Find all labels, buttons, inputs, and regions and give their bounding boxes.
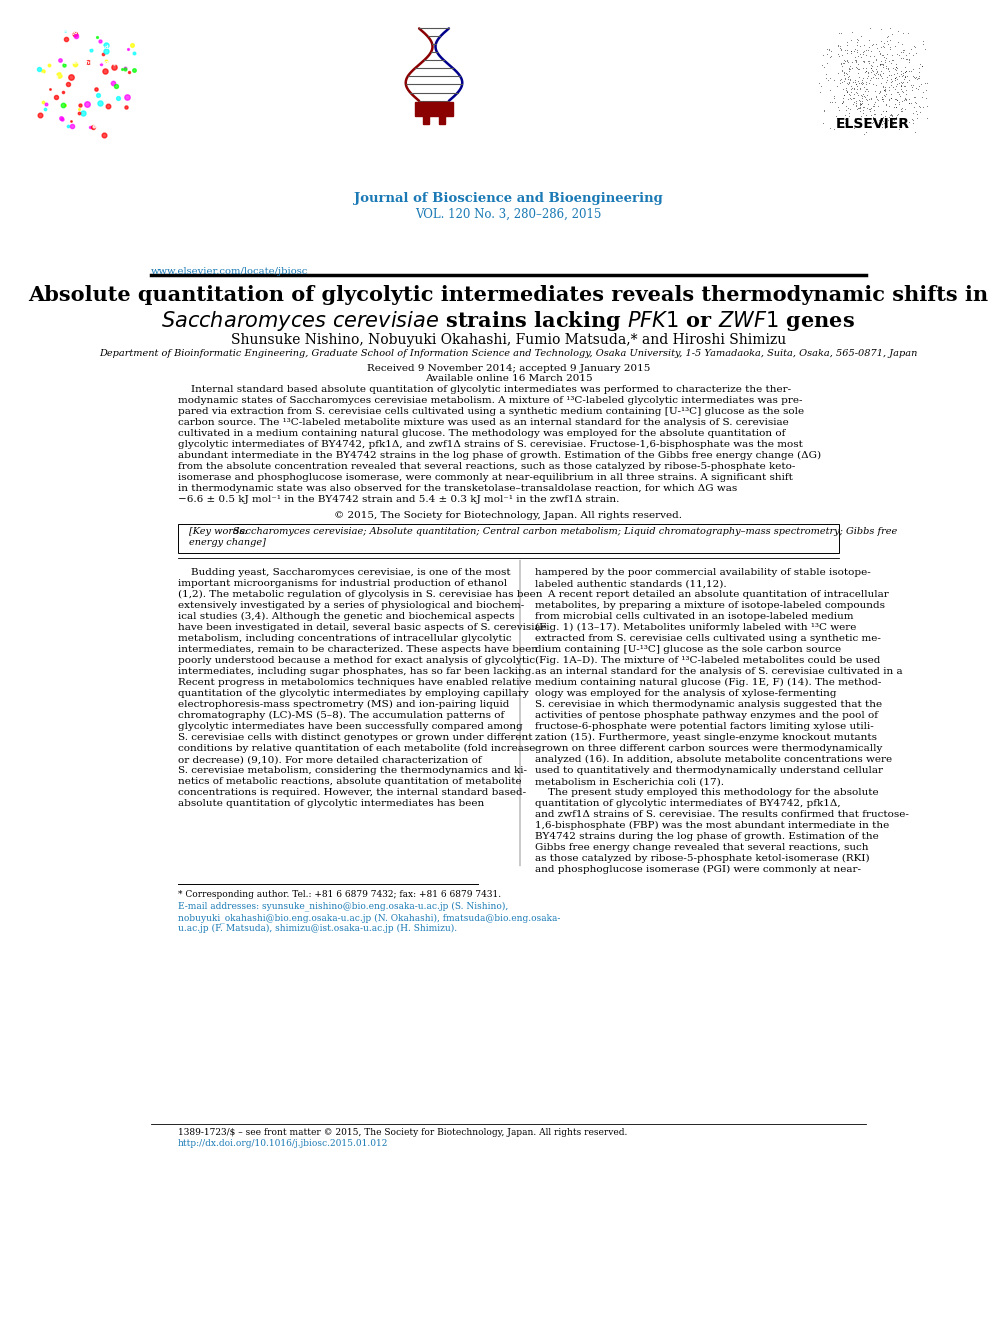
Text: dium containing [U-¹³C] glucose as the sole carbon source: dium containing [U-¹³C] glucose as the s… <box>536 646 841 654</box>
Text: The present study employed this methodology for the absolute: The present study employed this methodol… <box>536 789 879 798</box>
Text: poorly understood because a method for exact analysis of glycolytic: poorly understood because a method for e… <box>178 656 535 665</box>
Text: metabolism in Escherichia coli (17).: metabolism in Escherichia coli (17). <box>536 777 724 786</box>
Text: E-mail addresses: syunsuke_nishino@bio.eng.osaka-u.ac.jp (S. Nishino),: E-mail addresses: syunsuke_nishino@bio.e… <box>178 901 508 912</box>
Text: [Key words:: [Key words: <box>189 528 251 536</box>
Text: Journal of: Journal of <box>72 29 101 34</box>
Text: Available online 16 March 2015: Available online 16 March 2015 <box>425 373 592 382</box>
Text: (Fig. 1A–D). The mixture of ¹³C-labeled metabolites could be used: (Fig. 1A–D). The mixture of ¹³C-labeled … <box>536 656 881 665</box>
Text: extensively investigated by a series of physiological and biochem-: extensively investigated by a series of … <box>178 601 524 610</box>
Text: ology was employed for the analysis of xylose-fermenting: ology was employed for the analysis of x… <box>536 689 837 699</box>
Text: and zwf1Δ strains of S. cerevisiae. The results confirmed that fructose-: and zwf1Δ strains of S. cerevisiae. The … <box>536 810 910 819</box>
Text: intermediates, remain to be characterized. These aspects have been: intermediates, remain to be characterize… <box>178 646 538 654</box>
Text: abundant intermediate in the BY4742 strains in the log phase of growth. Estimati: abundant intermediate in the BY4742 stra… <box>178 451 821 460</box>
Text: quantitation of the glycolytic intermediates by employing capillary: quantitation of the glycolytic intermedi… <box>178 689 529 699</box>
Text: ELSEVIER: ELSEVIER <box>836 116 910 131</box>
Text: energy change]: energy change] <box>189 538 266 548</box>
Text: medium containing natural glucose (Fig. 1E, F) (14). The method-: medium containing natural glucose (Fig. … <box>536 679 882 687</box>
Text: absolute quantitation of glycolytic intermediates has been: absolute quantitation of glycolytic inte… <box>178 799 484 808</box>
Text: have been investigated in detail, several basic aspects of S. cerevisiae: have been investigated in detail, severa… <box>178 623 547 632</box>
Text: fructose-6-phosphate were potential factors limiting xylose utili-: fructose-6-phosphate were potential fact… <box>536 722 874 732</box>
Text: extracted from S. cerevisiae cells cultivated using a synthetic me-: extracted from S. cerevisiae cells culti… <box>536 634 881 643</box>
Text: chromatography (LC)-MS (5–8). The accumulation patterns of: chromatography (LC)-MS (5–8). The accumu… <box>178 710 504 720</box>
Text: Recent progress in metabolomics techniques have enabled relative: Recent progress in metabolomics techniqu… <box>178 679 532 687</box>
Text: netics of metabolic reactions, absolute quantitation of metabolite: netics of metabolic reactions, absolute … <box>178 777 522 786</box>
Text: BY4742 strains during the log phase of growth. Estimation of the: BY4742 strains during the log phase of g… <box>536 832 879 841</box>
Text: and phosphoglucose isomerase (PGI) were commonly at near-: and phosphoglucose isomerase (PGI) were … <box>536 865 861 875</box>
Text: zation (15). Furthermore, yeast single-enzyme knockout mutants: zation (15). Furthermore, yeast single-e… <box>536 733 877 742</box>
Text: 1389-1723/$ – see front matter © 2015, The Society for Biotechnology, Japan. All: 1389-1723/$ – see front matter © 2015, T… <box>178 1127 627 1136</box>
Text: grown on three different carbon sources were thermodynamically: grown on three different carbon sources … <box>536 744 883 753</box>
Text: labeled authentic standards (11,12).: labeled authentic standards (11,12). <box>536 579 727 589</box>
Text: quantitation of glycolytic intermediates of BY4742, pfk1Δ,: quantitation of glycolytic intermediates… <box>536 799 841 808</box>
Text: concentrations is required. However, the internal standard based-: concentrations is required. However, the… <box>178 789 526 798</box>
Text: S. cerevisiae in which thermodynamic analysis suggested that the: S. cerevisiae in which thermodynamic ana… <box>536 700 883 709</box>
Text: activities of pentose phosphate pathway enzymes and the pool of: activities of pentose phosphate pathway … <box>536 710 878 720</box>
Text: analyzed (16). In addition, absolute metabolite concentrations were: analyzed (16). In addition, absolute met… <box>536 755 893 765</box>
Text: Saccharomyces cerevisiae; Absolute quantitation; Central carbon metabolism; Liqu: Saccharomyces cerevisiae; Absolute quant… <box>233 528 898 536</box>
Text: as an internal standard for the analysis of S. cerevisiae cultivated in a: as an internal standard for the analysis… <box>536 667 903 676</box>
Text: 1,6-bisphosphate (FBP) was the most abundant intermediate in the: 1,6-bisphosphate (FBP) was the most abun… <box>536 822 890 831</box>
Text: from microbial cells cultivated in an isotope-labeled medium: from microbial cells cultivated in an is… <box>536 613 854 620</box>
Text: Gibbs free energy change revealed that several reactions, such: Gibbs free energy change revealed that s… <box>536 843 869 852</box>
Text: * Corresponding author. Tel.: +81 6 6879 7432; fax: +81 6 6879 7431.: * Corresponding author. Tel.: +81 6 6879… <box>178 890 501 900</box>
Text: in thermodynamic state was also observed for the transketolase–transaldolase rea: in thermodynamic state was also observed… <box>178 484 737 493</box>
Text: Journal of Bioscience and Bioengineering: Journal of Bioscience and Bioengineering <box>354 192 663 205</box>
Text: modynamic states of Saccharomyces cerevisiae metabolism. A mixture of ¹³C-labele: modynamic states of Saccharomyces cerevi… <box>178 396 803 405</box>
Bar <box>439 114 445 123</box>
Bar <box>423 114 429 123</box>
Text: glycolytic intermediates have been successfully compared among: glycolytic intermediates have been succe… <box>178 722 523 732</box>
Text: S. cerevisiae cells with distinct genotypes or grown under different: S. cerevisiae cells with distinct genoty… <box>178 733 533 742</box>
Text: isomerase and phosphoglucose isomerase, were commonly at near-equilibrium in all: isomerase and phosphoglucose isomerase, … <box>178 472 793 482</box>
Text: (Fig. 1) (13–17). Metabolites uniformly labeled with ¹³C were: (Fig. 1) (13–17). Metabolites uniformly … <box>536 623 857 632</box>
Text: electrophoresis-mass spectrometry (MS) and ion-pairing liquid: electrophoresis-mass spectrometry (MS) a… <box>178 700 509 709</box>
Text: metabolites, by preparing a mixture of isotope-labeled compounds: metabolites, by preparing a mixture of i… <box>536 601 885 610</box>
Text: −6.6 ± 0.5 kJ mol⁻¹ in the BY4742 strain and 5.4 ± 0.3 kJ mol⁻¹ in the zwf1Δ str: −6.6 ± 0.5 kJ mol⁻¹ in the BY4742 strain… <box>178 495 619 504</box>
Text: VOL. 120 No. 3, 280–286, 2015: VOL. 120 No. 3, 280–286, 2015 <box>416 208 601 221</box>
Text: (1,2). The metabolic regulation of glycolysis in S. cerevisiae has been: (1,2). The metabolic regulation of glyco… <box>178 590 543 599</box>
Text: or decrease) (9,10). For more detailed characterization of: or decrease) (9,10). For more detailed c… <box>178 755 481 765</box>
Text: from the absolute concentration revealed that several reactions, such as those c: from the absolute concentration revealed… <box>178 462 796 471</box>
Text: hampered by the poor commercial availability of stable isotope-: hampered by the poor commercial availabi… <box>536 568 871 577</box>
Text: important microorganisms for industrial production of ethanol: important microorganisms for industrial … <box>178 579 507 589</box>
Text: Shunsuke Nishino, Nobuyuki Okahashi, Fumio Matsuda,* and Hiroshi Shimizu: Shunsuke Nishino, Nobuyuki Okahashi, Fum… <box>231 333 786 347</box>
Text: Absolute quantitation of glycolytic intermediates reveals thermodynamic shifts i: Absolute quantitation of glycolytic inte… <box>29 284 988 306</box>
Text: carbon source. The ¹³C-labeled metabolite mixture was used as an internal standa: carbon source. The ¹³C-labeled metabolit… <box>178 418 789 427</box>
Text: u.ac.jp (F. Matsuda), shimizu@ist.osaka-u.ac.jp (H. Shimizu).: u.ac.jp (F. Matsuda), shimizu@ist.osaka-… <box>178 923 457 933</box>
Text: ical studies (3,4). Although the genetic and biochemical aspects: ical studies (3,4). Although the genetic… <box>178 613 515 622</box>
Text: cultivated in a medium containing natural glucose. The methodology was employed : cultivated in a medium containing natura… <box>178 429 786 438</box>
Text: Received 9 November 2014; accepted 9 January 2015: Received 9 November 2014; accepted 9 Jan… <box>367 364 650 373</box>
Text: used to quantitatively and thermodynamically understand cellular: used to quantitatively and thermodynamic… <box>536 766 883 775</box>
Text: Department of Bioinformatic Engineering, Graduate School of Information Science : Department of Bioinformatic Engineering,… <box>99 349 918 359</box>
Text: glycolytic intermediates of BY4742, pfk1Δ, and zwf1Δ strains of S. cerevisiae. F: glycolytic intermediates of BY4742, pfk1… <box>178 441 803 448</box>
Text: http://dx.doi.org/10.1016/j.jbiosc.2015.01.012: http://dx.doi.org/10.1016/j.jbiosc.2015.… <box>178 1139 388 1148</box>
Text: pared via extraction from S. cerevisiae cells cultivated using a synthetic mediu: pared via extraction from S. cerevisiae … <box>178 407 804 415</box>
Text: Bioengineering: Bioengineering <box>64 60 109 65</box>
Text: Internal standard based absolute quantitation of glycolytic intermediates was pe: Internal standard based absolute quantit… <box>178 385 791 394</box>
Text: metabolism, including concentrations of intracellular glycolytic: metabolism, including concentrations of … <box>178 634 512 643</box>
Text: $\it{Saccharomyces\ cerevisiae}$ strains lacking $\it{PFK1}$ or $\it{ZWF1}$ gene: $\it{Saccharomyces\ cerevisiae}$ strains… <box>162 308 855 332</box>
Text: © 2015, The Society for Biotechnology, Japan. All rights reserved.: © 2015, The Society for Biotechnology, J… <box>334 511 682 520</box>
FancyBboxPatch shape <box>178 524 839 553</box>
Text: intermediates, including sugar phosphates, has so far been lacking.: intermediates, including sugar phosphate… <box>178 667 535 676</box>
Text: as those catalyzed by ribose-5-phosphate ketol-isomerase (RKI): as those catalyzed by ribose-5-phosphate… <box>536 855 870 863</box>
Text: S. cerevisiae metabolism, considering the thermodynamics and ki-: S. cerevisiae metabolism, considering th… <box>178 766 527 775</box>
Text: nobuyuki_okahashi@bio.eng.osaka-u.ac.jp (N. Okahashi), fmatsuda@bio.eng.osaka-: nobuyuki_okahashi@bio.eng.osaka-u.ac.jp … <box>178 913 560 922</box>
Text: www.elsevier.com/locate/jbiosc: www.elsevier.com/locate/jbiosc <box>151 267 309 275</box>
Text: conditions by relative quantitation of each metabolite (fold increase: conditions by relative quantitation of e… <box>178 744 536 753</box>
Bar <box>416 102 452 116</box>
Text: Bioscience and: Bioscience and <box>64 45 109 50</box>
Text: A recent report detailed an absolute quantitation of intracellular: A recent report detailed an absolute qua… <box>536 590 889 599</box>
Text: Budding yeast, Saccharomyces cerevisiae, is one of the most: Budding yeast, Saccharomyces cerevisiae,… <box>178 568 511 577</box>
